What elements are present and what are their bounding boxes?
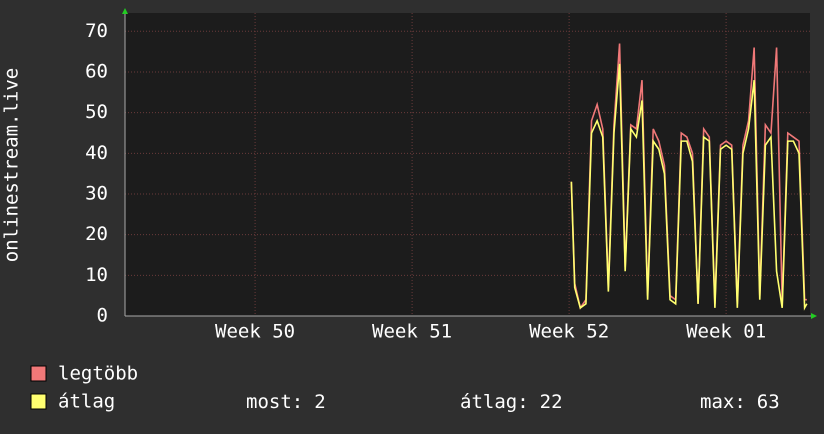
legend-swatch	[30, 365, 47, 382]
stat: max: 63	[700, 391, 780, 413]
y-tick-label: 50	[85, 101, 108, 123]
stat-value: 63	[757, 391, 780, 413]
stat-label: átlag:	[460, 391, 529, 413]
x-tick-label: Week 51	[372, 321, 452, 343]
stat-label: most:	[246, 391, 303, 413]
legend-swatch	[30, 393, 47, 410]
legend-label: átlag	[58, 391, 115, 413]
y-tick-label: 0	[97, 305, 108, 327]
axis-arrow	[122, 8, 128, 14]
y-axis-label: onlinestream.live	[1, 68, 23, 262]
y-tick-label: 60	[85, 60, 108, 82]
y-tick-label: 70	[85, 20, 108, 42]
plot-area	[125, 13, 810, 316]
stat-value: 22	[540, 391, 563, 413]
y-tick-label: 20	[85, 223, 108, 245]
legend-label: legtöbb	[58, 363, 138, 385]
y-tick-label: 10	[85, 264, 108, 286]
stat-label: max:	[700, 391, 746, 413]
y-tick-label: 30	[85, 182, 108, 204]
stat: most: 2	[246, 391, 326, 413]
stat: átlag: 22	[460, 391, 563, 413]
x-tick-label: Week 52	[529, 321, 609, 343]
y-tick-label: 40	[85, 142, 108, 164]
axis-arrow	[811, 313, 817, 319]
series-line	[570, 63, 808, 311]
x-tick-label: Week 50	[215, 321, 295, 343]
stat-value: 2	[314, 391, 325, 413]
x-tick-label: Week 01	[686, 321, 766, 343]
